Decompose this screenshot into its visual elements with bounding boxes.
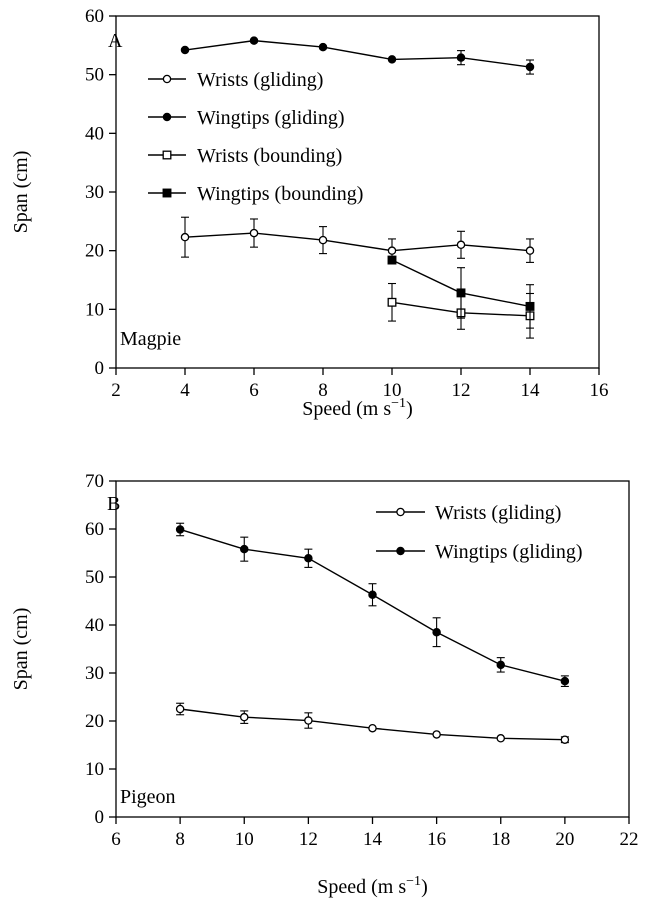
x-tick-label: 10 <box>383 380 402 401</box>
series-wrists-gliding <box>180 216 535 263</box>
legend-entry: Wingtips (gliding) <box>148 107 345 129</box>
x-tick-label: 18 <box>491 829 510 850</box>
x-tick-label: 8 <box>318 380 328 401</box>
data-point <box>175 704 185 714</box>
legend-marker <box>162 74 172 84</box>
data-point <box>432 730 441 739</box>
data-point <box>239 544 249 554</box>
x-tick-label: 14 <box>363 829 383 850</box>
data-point <box>304 554 313 563</box>
y-tick-label: 60 <box>85 519 104 540</box>
x-axis-label: Speed (m s−1) <box>317 874 427 898</box>
data-point <box>525 301 535 311</box>
y-tick-label: 40 <box>85 615 104 636</box>
data-point <box>496 734 505 743</box>
series-wingtips-gliding <box>175 522 570 687</box>
y-tick-label: 60 <box>85 6 104 27</box>
x-tick-label: 6 <box>111 829 121 850</box>
y-tick-label: 10 <box>85 759 104 780</box>
x-tick-label: 16 <box>590 380 609 401</box>
data-point <box>249 228 259 238</box>
legend-label: Wingtips (bounding) <box>197 183 363 205</box>
panel-a: 2 4 6 8 10 12 14 16 0 10 20 30 40 50 60 Span (cm) A Magpi… <box>10 6 609 401</box>
data-point <box>180 45 190 55</box>
data-point <box>456 240 466 250</box>
x-tick-label: 8 <box>175 829 185 850</box>
data-point <box>387 246 397 255</box>
data-point <box>180 232 190 242</box>
legend-marker <box>396 507 405 517</box>
x-axis-label: Speed (m s−1) <box>302 396 412 420</box>
data-point <box>368 723 377 733</box>
y-tick-label: 0 <box>95 807 105 828</box>
y-tick-label: 10 <box>85 299 104 320</box>
legend-entry: Wingtips (bounding) <box>148 183 363 205</box>
y-axis-label: Span (cm) <box>10 608 32 691</box>
x-tick-label: 12 <box>299 829 318 850</box>
y-axis-label: Span (cm) <box>10 151 32 234</box>
data-point <box>387 255 397 265</box>
legend-entry: Wingtips (gliding) <box>376 541 583 563</box>
legend-label: Wrists (gliding) <box>435 502 561 524</box>
series-wingtips-bounding <box>387 255 535 329</box>
x-tick-label: 20 <box>555 829 574 850</box>
legend-label: Wrists (gliding) <box>197 69 323 91</box>
plot-frame <box>115 480 630 818</box>
legend-marker <box>162 150 172 160</box>
x-tick-label: 2 <box>111 380 121 401</box>
y-tick-label: 50 <box>85 65 104 86</box>
data-point <box>318 42 328 52</box>
panel-letter: B <box>107 493 120 515</box>
species-annotation: Pigeon <box>120 786 176 808</box>
y-tick-label: 40 <box>85 123 104 144</box>
data-point <box>432 627 441 637</box>
x-tick-label: 14 <box>521 380 541 401</box>
data-point <box>525 246 535 255</box>
data-point <box>175 525 185 534</box>
x-tick-label: 12 <box>452 380 471 401</box>
data-point <box>387 297 397 307</box>
data-point <box>456 53 466 62</box>
y-tick-label: 30 <box>85 182 104 203</box>
data-point <box>387 55 397 64</box>
y-tick-label: 50 <box>85 567 104 588</box>
legend-label: Wrists (bounding) <box>197 145 342 167</box>
y-tick-label: 20 <box>85 241 104 262</box>
series-line <box>184 232 531 252</box>
series-wingtips-gliding <box>180 36 535 75</box>
panel-letter: A <box>108 30 123 52</box>
legend-marker <box>162 188 172 198</box>
x-tick-label: 10 <box>235 829 254 850</box>
legend-label: Wingtips (gliding) <box>435 541 583 563</box>
data-point <box>560 676 570 686</box>
y-tick-label: 20 <box>85 711 104 732</box>
data-point <box>368 590 377 600</box>
data-point <box>496 660 505 670</box>
y-tick-label: 70 <box>85 471 104 492</box>
x-tick-label: 22 <box>620 829 639 850</box>
data-point <box>249 36 259 45</box>
y-tick-label: 0 <box>95 358 105 379</box>
legend-marker <box>162 112 172 122</box>
legend-label: Wingtips (gliding) <box>197 107 345 129</box>
species-annotation: Magpie <box>120 328 181 350</box>
series-wrists-gliding <box>175 702 570 744</box>
x-tick-label: 6 <box>249 380 259 401</box>
data-point <box>239 712 249 722</box>
data-point <box>304 716 313 725</box>
legend-entry: Wrists (gliding) <box>376 502 561 524</box>
x-tick-label: 4 <box>180 380 190 401</box>
data-point <box>560 735 570 744</box>
data-point <box>456 288 466 298</box>
y-tick-label: 30 <box>85 663 104 684</box>
data-point <box>525 62 535 72</box>
data-point <box>318 235 328 245</box>
series-line <box>184 39 531 68</box>
legend-entry: Wrists (bounding) <box>148 145 342 167</box>
legend-marker <box>396 546 405 556</box>
legend-entry: Wrists (gliding) <box>148 69 323 91</box>
x-tick-label: 16 <box>427 829 446 850</box>
panel-b: 6 8 10 12 14 16 18 20 22 0 10 20 30 40 50 60 70 Span (cm)… <box>10 471 639 850</box>
